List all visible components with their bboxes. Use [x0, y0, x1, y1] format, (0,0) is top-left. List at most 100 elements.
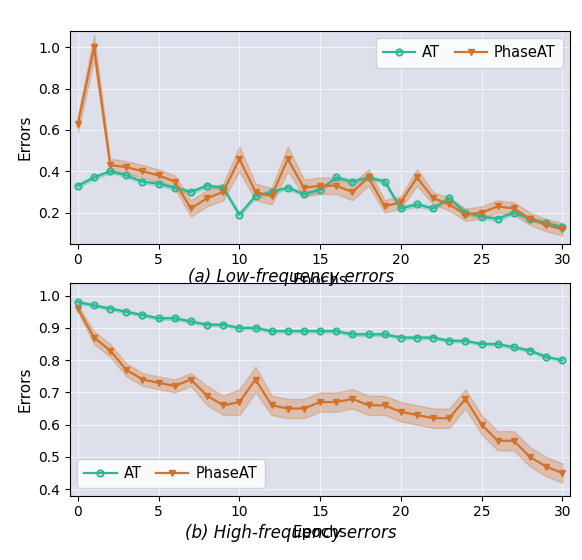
PhaseAT: [155, 172, 162, 179]
PhaseAT: [123, 366, 130, 373]
AT: [123, 172, 130, 179]
PhaseAT: [300, 405, 307, 412]
PhaseAT: [333, 183, 340, 189]
AT: [204, 321, 211, 328]
PhaseAT: [398, 408, 404, 415]
PhaseAT: [559, 470, 566, 477]
AT: [107, 305, 113, 312]
Text: (a) Low-frequency errors: (a) Low-frequency errors: [188, 268, 394, 286]
AT: [236, 325, 243, 332]
AT: [333, 174, 340, 181]
PhaseAT: [268, 193, 275, 199]
AT: [285, 328, 292, 334]
PhaseAT: [252, 376, 259, 383]
PhaseAT: [317, 399, 324, 405]
AT: [430, 334, 436, 341]
AT: [139, 178, 146, 185]
AT: [204, 183, 211, 189]
AT: [381, 178, 388, 185]
PhaseAT: [559, 226, 566, 232]
PhaseAT: [381, 203, 388, 210]
AT: [91, 174, 98, 181]
AT: [220, 321, 227, 328]
Line: PhaseAT: PhaseAT: [74, 44, 566, 232]
AT: [510, 344, 517, 351]
PhaseAT: [107, 347, 113, 354]
PhaseAT: [413, 412, 420, 418]
AT: [542, 353, 549, 360]
PhaseAT: [317, 183, 324, 189]
PhaseAT: [446, 415, 453, 422]
PhaseAT: [91, 334, 98, 341]
AT: [446, 195, 453, 202]
PhaseAT: [478, 421, 485, 428]
Y-axis label: Errors: Errors: [17, 366, 33, 412]
PhaseAT: [510, 205, 517, 212]
PhaseAT: [349, 395, 356, 402]
AT: [494, 340, 501, 347]
AT: [527, 347, 534, 354]
AT: [236, 211, 243, 218]
PhaseAT: [300, 184, 307, 191]
PhaseAT: [494, 437, 501, 444]
PhaseAT: [74, 120, 81, 127]
AT: [171, 315, 178, 321]
AT: [252, 193, 259, 199]
AT: [365, 331, 372, 338]
PhaseAT: [220, 402, 227, 409]
X-axis label: Epochs: Epochs: [293, 525, 347, 540]
PhaseAT: [123, 164, 130, 170]
AT: [300, 328, 307, 334]
PhaseAT: [478, 209, 485, 216]
AT: [123, 309, 130, 315]
AT: [155, 180, 162, 187]
PhaseAT: [252, 189, 259, 195]
AT: [333, 328, 340, 334]
PhaseAT: [268, 402, 275, 409]
PhaseAT: [220, 189, 227, 195]
AT: [430, 205, 436, 212]
AT: [478, 340, 485, 347]
Legend: AT, PhaseAT: AT, PhaseAT: [375, 38, 563, 68]
AT: [107, 168, 113, 175]
PhaseAT: [494, 203, 501, 210]
PhaseAT: [236, 156, 243, 162]
PhaseAT: [155, 379, 162, 386]
PhaseAT: [413, 174, 420, 181]
AT: [317, 328, 324, 334]
AT: [478, 213, 485, 220]
AT: [365, 174, 372, 181]
PhaseAT: [527, 216, 534, 222]
AT: [349, 178, 356, 185]
AT: [155, 315, 162, 321]
AT: [510, 209, 517, 216]
X-axis label: Epochs: Epochs: [293, 273, 347, 288]
AT: [285, 184, 292, 191]
PhaseAT: [430, 195, 436, 202]
PhaseAT: [510, 437, 517, 444]
PhaseAT: [285, 405, 292, 412]
AT: [542, 220, 549, 226]
AT: [317, 186, 324, 193]
PhaseAT: [446, 201, 453, 208]
AT: [413, 334, 420, 341]
AT: [398, 334, 404, 341]
PhaseAT: [398, 199, 404, 206]
PhaseAT: [542, 222, 549, 228]
AT: [494, 216, 501, 222]
PhaseAT: [74, 305, 81, 312]
AT: [559, 223, 566, 230]
AT: [300, 190, 307, 197]
Text: (b) High-frequency errors: (b) High-frequency errors: [185, 524, 397, 542]
PhaseAT: [204, 195, 211, 202]
Line: PhaseAT: PhaseAT: [74, 305, 566, 477]
PhaseAT: [91, 44, 98, 51]
AT: [220, 184, 227, 191]
PhaseAT: [333, 399, 340, 405]
AT: [381, 331, 388, 338]
PhaseAT: [204, 393, 211, 399]
Line: AT: AT: [75, 168, 565, 230]
AT: [413, 201, 420, 208]
Line: AT: AT: [75, 299, 565, 363]
AT: [91, 302, 98, 309]
